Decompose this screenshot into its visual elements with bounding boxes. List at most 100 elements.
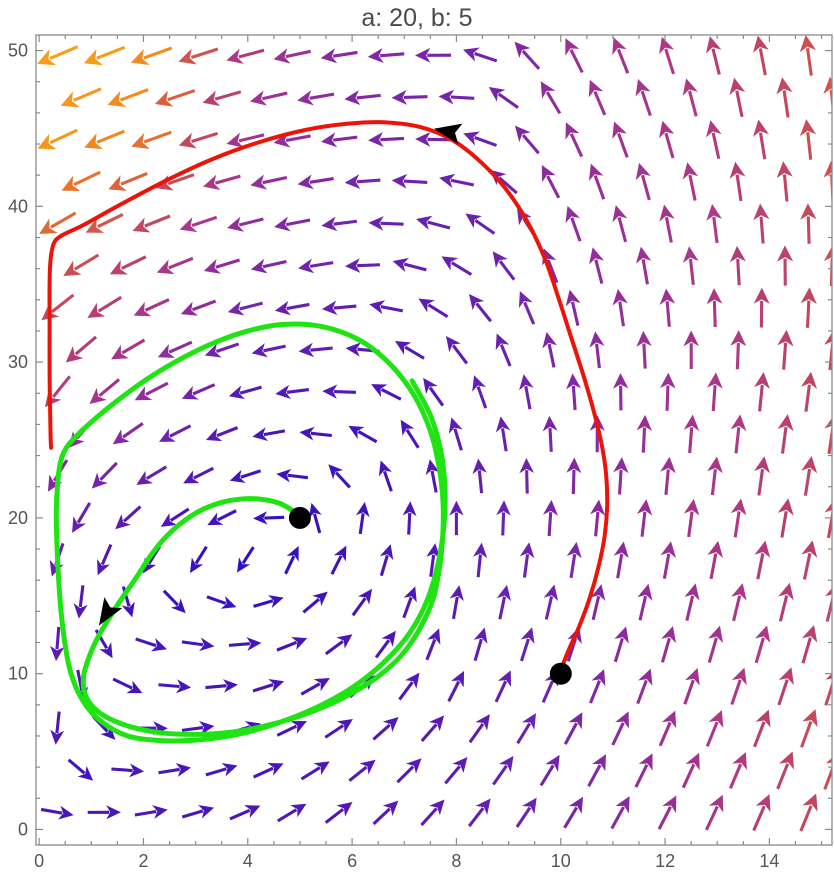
vector-arrow [682,246,699,285]
vector-arrow [445,336,469,365]
vector-arrow-tail [145,381,169,396]
vector-arrow-tail [121,586,131,607]
vector-arrow-tail [665,385,670,411]
vector-arrow [400,419,420,449]
vector-arrow-head [253,511,268,525]
vector-arrow-head [755,625,771,643]
vector-arrow-tail [181,809,204,819]
vector-arrow-tail [658,721,672,747]
vector-arrow [425,459,440,493]
vector-arrow [777,667,794,706]
vector-arrow-head [731,583,747,601]
vector-arrow [355,501,370,535]
vector-arrow-tail [252,683,274,693]
vector-arrow [778,582,794,622]
vector-arrow-head [565,122,580,140]
vector-arrow [61,170,101,192]
vector-arrow-head [753,287,770,304]
vector-arrow-tail [566,638,578,662]
vector-arrow-tail [333,135,358,142]
vector-arrow-head [381,630,396,647]
vector-arrow-head [298,258,315,274]
vector-arrow [228,385,262,400]
vector-arrow [611,711,629,746]
vector-arrow [50,626,65,662]
vector-arrow [800,371,818,412]
vector-arrow-tail [523,301,536,325]
vector-arrow [705,120,722,159]
vector-arrow-head [541,164,556,183]
vector-arrow-tail [300,682,321,696]
vector-arrow-head [61,175,81,192]
vector-arrow [683,668,700,705]
vector-arrow-head [729,77,746,96]
vector-arrow-tail [664,132,675,159]
vector-arrow [588,163,606,200]
vector-arrow [824,497,832,539]
vector-arrow-head [291,637,308,650]
vector-arrow [439,173,475,189]
vector-arrow [37,45,79,66]
vector-arrow [752,119,769,160]
vector-arrow-tail [777,679,789,706]
vector-arrow-head [520,627,535,644]
vector-arrow-head [181,385,199,400]
vector-arrow-head [801,540,818,558]
vector-arrow-head [107,90,127,108]
vector-arrow-tail [521,49,541,70]
vector-arrow-head [313,677,330,692]
vector-arrow-head [170,598,186,614]
vector-arrow [612,289,628,327]
vector-arrow-tail [546,175,561,199]
vector-arrow-head [345,342,362,357]
vector-arrow-tail [276,808,298,823]
vector-arrow [563,796,584,829]
vector-arrow-head [405,672,420,689]
vector-arrow-head [636,330,652,347]
vector-arrow [183,466,214,484]
vector-arrow-tail [191,215,218,228]
vector-arrow-tail [688,258,695,285]
vector-arrow-head [136,470,154,485]
vector-arrow [472,458,487,494]
vector-arrow-head [99,642,113,659]
vector-arrow [634,753,653,788]
vector-arrow [730,498,747,538]
vector-arrow-head [251,343,268,358]
vector-arrow [801,455,818,496]
vector-arrow [276,803,307,823]
vector-arrow [416,215,451,230]
vector-arrow [492,251,516,281]
vector-arrow-tail [732,595,742,622]
vector-arrow-tail [168,340,193,354]
vector-arrow-head [320,132,338,148]
vector-arrow [754,372,770,412]
vector-arrow [159,424,192,442]
vector-arrow-tail [351,597,367,617]
vector-arrow-tail [498,596,507,620]
vector-arrow-head [612,205,628,223]
vector-arrow [39,211,77,235]
vector-arrow-tail [158,683,180,689]
vector-arrow-tail [403,262,427,272]
vector-arrow-head [542,331,558,349]
vector-arrow-tail [525,470,529,494]
vector-arrow-tail [734,427,741,454]
vector-arrow-head [684,668,700,686]
vector-arrow-tail [427,220,451,230]
vector-arrow [180,299,217,316]
vector-arrow [379,544,394,577]
vector-arrow-tail [380,136,405,142]
vector-arrow-tail [286,388,310,394]
vector-arrow [519,627,535,662]
vector-arrow-tail [276,724,298,737]
vector-arrow-tail [262,91,288,101]
vector-arrow [519,458,535,494]
vector-arrow-tail [324,724,345,739]
x-axis-tick-label: 4 [243,851,253,871]
vector-arrow-head [705,36,722,54]
vector-arrow-head [89,387,107,404]
vector-arrow [158,762,192,777]
vector-arrow-head [180,301,198,316]
vector-arrow [637,583,653,621]
